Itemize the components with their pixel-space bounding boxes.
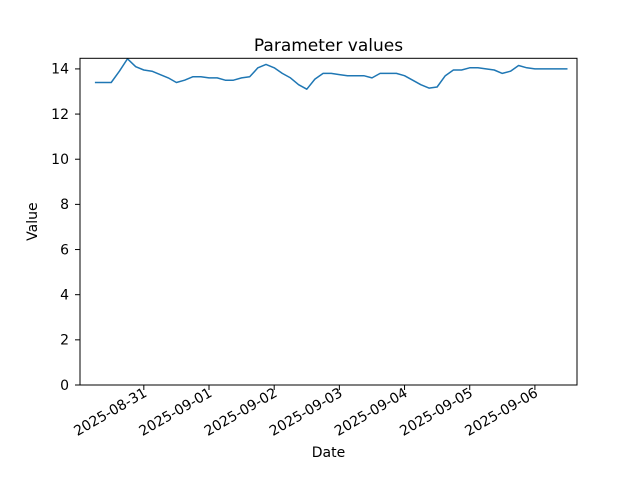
x-tick-label: 2025-09-02 [202,385,280,440]
y-tick-label: 2 [60,333,69,349]
x-tick-label: 2025-09-03 [267,385,345,440]
plot-frame [79,57,578,386]
x-axis-label: Date [312,445,345,461]
x-tick-label: 2025-09-06 [462,385,541,440]
x-tick-label: 2025-09-01 [137,385,215,440]
y-tick-label: 12 [51,107,69,123]
y-axis-label: Value [25,202,41,240]
x-tick-label: 2025-09-05 [397,385,475,440]
y-tick-label: 10 [51,152,69,168]
y-tick-label: 14 [51,62,69,78]
x-tick-label: 2025-08-31 [71,385,149,440]
x-tick-label: 2025-09-04 [332,385,411,440]
y-tick-label: 8 [60,197,69,213]
y-tick-label: 4 [60,287,69,303]
y-tick-label: 6 [60,242,69,258]
plot-area [80,58,577,386]
y-tick-label: 0 [60,378,69,394]
chart-title: Parameter values [254,36,403,56]
parameter-series-line [94,58,568,90]
